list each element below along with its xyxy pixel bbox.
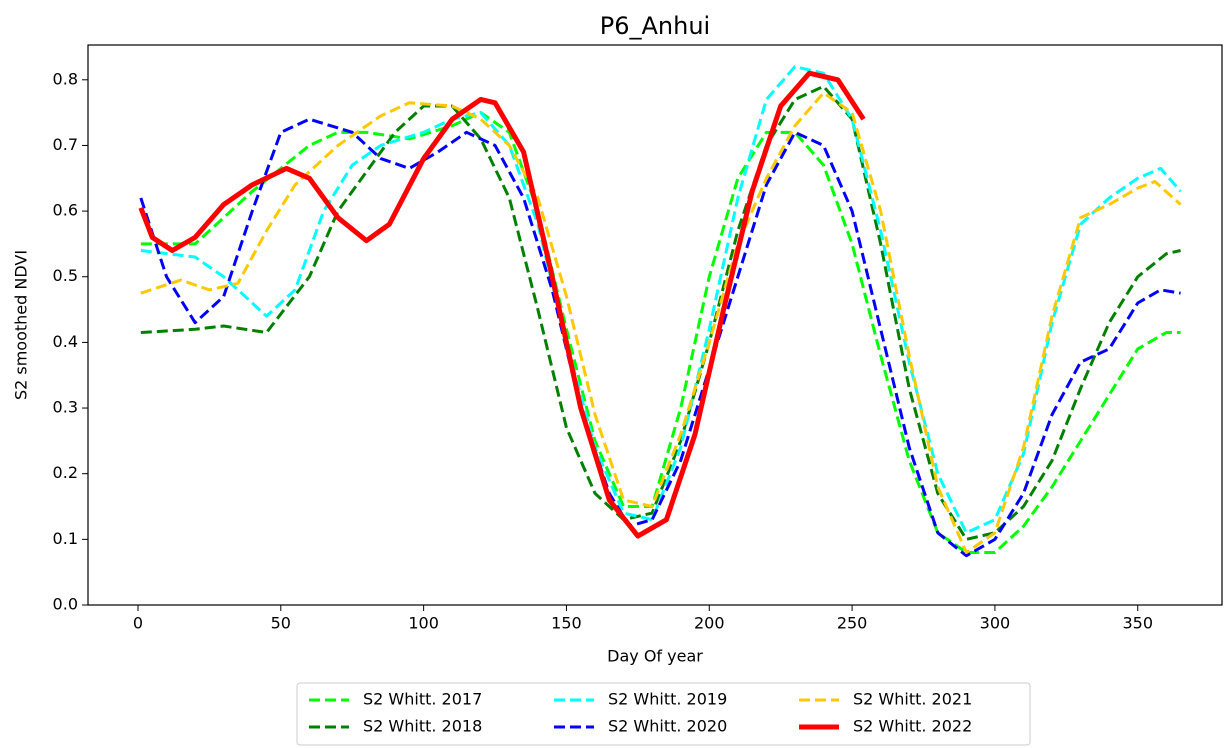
y-tick-label: 0.2 <box>53 463 78 482</box>
series-line <box>139 117 1181 558</box>
legend-label: S2 Whitt. 2020 <box>608 717 727 736</box>
x-tick-label: 300 <box>980 614 1011 633</box>
legend-label: S2 Whitt. 2017 <box>363 690 482 709</box>
x-tick-label: 100 <box>408 614 439 633</box>
x-tick-label: 150 <box>551 614 582 633</box>
series-line <box>140 65 1182 535</box>
plot-frame <box>87 44 1223 606</box>
x-tick-label: 50 <box>271 614 291 633</box>
y-tick-label: 0.8 <box>53 69 78 88</box>
legend-label: S2 Whitt. 2018 <box>363 717 482 736</box>
legend-label: S2 Whitt. 2022 <box>853 717 972 736</box>
x-tick-label: 350 <box>1122 614 1153 633</box>
y-tick-label: 0.7 <box>53 135 78 154</box>
y-tick-label: 0.0 <box>53 595 78 614</box>
x-tick-label: 0 <box>133 614 143 633</box>
series-line <box>140 84 1181 541</box>
series-line <box>140 91 1182 554</box>
y-tick-label: 0.3 <box>53 398 78 417</box>
x-tick-label: 250 <box>837 614 868 633</box>
legend-box <box>296 682 1031 746</box>
y-axis-label: S2 smoothed NDVI <box>12 250 31 400</box>
legend-label: S2 Whitt. 2019 <box>608 690 727 709</box>
y-tick-label: 0.1 <box>53 529 78 548</box>
x-axis-label: Day Of year <box>607 647 703 666</box>
y-tick-label: 0.6 <box>53 201 78 220</box>
y-tick-label: 0.5 <box>53 266 78 285</box>
x-tick-label: 200 <box>694 614 725 633</box>
series-line <box>138 70 866 539</box>
series-line <box>140 111 1181 554</box>
y-tick-label: 0.4 <box>53 332 78 351</box>
legend-label: S2 Whitt. 2021 <box>853 690 972 709</box>
chart-title: P6_Anhui <box>600 12 710 40</box>
